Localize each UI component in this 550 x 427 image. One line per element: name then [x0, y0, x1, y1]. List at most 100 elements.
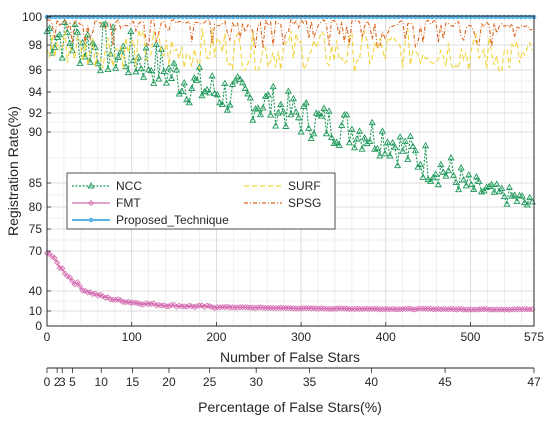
series-point	[303, 305, 310, 312]
y-tick-label: 0	[35, 319, 42, 333]
series-point	[92, 290, 99, 297]
series-point	[422, 305, 429, 312]
series-point	[376, 152, 384, 159]
series-point	[328, 133, 336, 141]
series-point	[460, 176, 468, 183]
series-point	[61, 18, 69, 26]
series-point	[480, 306, 488, 313]
series-point	[475, 177, 483, 184]
series-point	[322, 129, 331, 137]
series-point	[117, 47, 125, 55]
series-point	[341, 305, 348, 312]
series-point	[249, 116, 257, 123]
series-point	[307, 134, 315, 142]
series-point	[193, 76, 201, 83]
series-point	[460, 306, 467, 313]
series-point	[297, 128, 305, 135]
series-point	[73, 28, 82, 35]
y-tick-label: 100	[22, 10, 42, 24]
series-point	[402, 305, 409, 312]
series-point	[399, 305, 406, 313]
series-point	[498, 306, 505, 313]
series-point	[274, 109, 282, 116]
series-point	[137, 64, 145, 72]
series-point	[267, 304, 274, 311]
series-point	[216, 98, 224, 106]
series-point	[97, 291, 104, 298]
series-point	[315, 110, 323, 117]
series-point	[183, 95, 191, 103]
series-point	[82, 287, 89, 294]
series-point	[394, 306, 401, 313]
series-point	[381, 149, 389, 157]
series-point	[158, 302, 165, 309]
series-point	[411, 146, 419, 154]
x-tick-label: 575	[524, 330, 544, 344]
series-point	[178, 303, 185, 310]
series-point	[368, 118, 376, 126]
series-point	[69, 278, 76, 285]
secondary-x-tick-label: 3	[59, 375, 66, 389]
series-point	[109, 23, 117, 30]
series-point	[107, 296, 114, 303]
secondary-x-tick-label: 0	[44, 375, 51, 389]
series-point	[256, 110, 265, 118]
series-point	[140, 301, 147, 308]
series-point	[173, 303, 180, 310]
series-point	[198, 91, 206, 99]
series-point	[361, 133, 369, 141]
series-point	[117, 297, 124, 304]
series-point	[279, 107, 287, 115]
series-point	[338, 121, 346, 128]
legend-marker	[87, 182, 95, 189]
series-point	[355, 127, 364, 134]
series-point	[351, 305, 358, 313]
series-point	[114, 53, 122, 60]
series-point	[462, 181, 470, 189]
series-point	[233, 72, 242, 80]
series-point	[358, 145, 366, 152]
legend-box	[66, 172, 336, 230]
series-point	[284, 87, 292, 94]
series-point	[521, 198, 529, 206]
series-point	[198, 302, 206, 309]
series-point	[416, 160, 425, 168]
series-point	[203, 85, 211, 93]
series-point	[478, 306, 485, 313]
secondary-x-tick-label: 15	[126, 375, 140, 389]
series-point	[282, 122, 290, 129]
series-point	[310, 129, 318, 137]
series-point	[208, 72, 216, 79]
legend-label: SURF	[288, 179, 321, 193]
series-point	[58, 54, 66, 61]
series-point	[468, 306, 475, 313]
series-point	[523, 201, 531, 208]
y-tick-label: 70	[29, 244, 43, 258]
series-point	[277, 100, 285, 108]
secondary-x-tick-label: 2	[54, 375, 61, 389]
series-point	[419, 173, 427, 180]
series-point	[330, 139, 338, 146]
series-point	[455, 185, 463, 193]
y-tick-label: 92	[29, 106, 43, 120]
series-point	[292, 108, 300, 115]
series-point	[246, 94, 254, 101]
series-point	[96, 66, 104, 74]
series-point	[353, 135, 361, 142]
series-point	[262, 304, 269, 311]
series-point	[285, 305, 292, 312]
series-point	[491, 306, 498, 313]
series-point	[127, 299, 134, 306]
series-point	[333, 138, 341, 145]
series-surf	[46, 27, 533, 74]
series-point	[287, 110, 295, 118]
series-point	[366, 137, 374, 144]
x-tick-label: 500	[460, 330, 480, 344]
series-point	[54, 259, 61, 266]
series-point	[359, 305, 366, 313]
series-point	[470, 185, 478, 192]
series-point	[511, 306, 518, 313]
series-point	[170, 59, 178, 66]
series-point	[302, 98, 310, 106]
series-point	[264, 90, 272, 98]
